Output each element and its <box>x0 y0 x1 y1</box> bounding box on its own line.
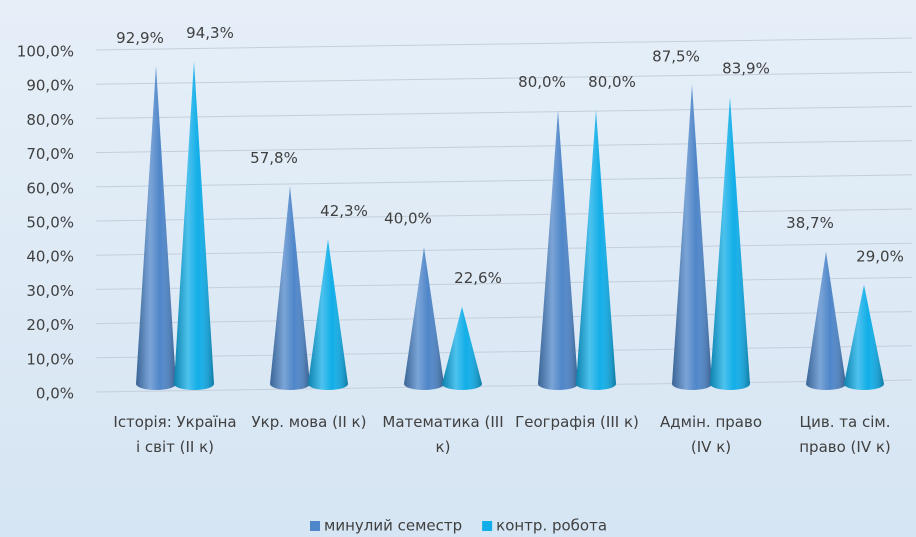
y-tick-label: 80,0% <box>26 111 74 129</box>
data-label: 87,5% <box>652 47 700 65</box>
cone-shade <box>442 306 482 390</box>
cone-shade <box>136 66 176 391</box>
data-label: 22,6% <box>454 269 502 287</box>
grid-line <box>95 71 913 85</box>
grid-line <box>95 311 913 325</box>
y-tick-label: 0,0% <box>36 385 74 403</box>
cone-shade <box>576 110 616 391</box>
data-label: 80,0% <box>518 73 566 91</box>
y-tick-label: 40,0% <box>26 248 74 266</box>
cone-shade <box>308 239 348 390</box>
x-tick-label: Укр. мова (ІІ к) <box>251 413 367 431</box>
grid-line <box>95 276 913 290</box>
legend-swatch <box>310 521 320 531</box>
x-tick-label: Географія (ІІІ к) <box>515 413 639 431</box>
y-tick-label: 20,0% <box>26 316 74 334</box>
cone-shade <box>174 61 214 391</box>
cone-shade <box>710 97 750 390</box>
data-label: 92,9% <box>116 29 164 47</box>
grid-line <box>95 345 913 359</box>
grid-line <box>95 140 913 154</box>
grid-line <box>95 174 913 188</box>
y-tick-label: 30,0% <box>26 282 74 300</box>
data-label: 80,0% <box>588 73 636 91</box>
x-tick-label: Адмін. право (IV к) <box>660 413 762 456</box>
legend-label: минулий семестр <box>324 517 462 535</box>
cone-shade <box>538 110 578 391</box>
data-label: 83,9% <box>722 60 770 78</box>
y-tick-label: 100,0% <box>17 43 74 61</box>
grid-line <box>95 208 913 222</box>
grid-line <box>95 242 913 256</box>
y-tick-label: 50,0% <box>26 214 74 232</box>
cone-shade <box>270 186 310 390</box>
data-label: 29,0% <box>856 247 904 265</box>
legend-label: контр. робота <box>496 517 607 535</box>
legend-swatch <box>482 521 493 531</box>
y-tick-label: 90,0% <box>26 77 74 95</box>
data-label: 57,8% <box>250 149 298 167</box>
cone-shade <box>672 84 712 390</box>
x-tick-label: Цив. та сім. право (IV к) <box>799 413 891 456</box>
x-tick-label: Історія: Україна і світ (ІІ к) <box>113 413 237 456</box>
data-label: 40,0% <box>384 210 432 228</box>
cone-shade <box>404 247 444 390</box>
data-label: 38,7% <box>786 214 834 232</box>
cone-shade <box>844 284 884 390</box>
grid-line <box>95 37 913 51</box>
y-tick-label: 60,0% <box>26 179 74 197</box>
grid-line <box>95 105 913 119</box>
x-tick-label: Математика (ІІІ к) <box>382 413 504 456</box>
grid-line <box>95 379 913 393</box>
y-tick-label: 70,0% <box>26 145 74 163</box>
data-label: 94,3% <box>186 24 234 42</box>
y-tick-label: 10,0% <box>26 350 74 368</box>
cone-shade <box>806 251 846 390</box>
data-label: 42,3% <box>320 202 368 220</box>
